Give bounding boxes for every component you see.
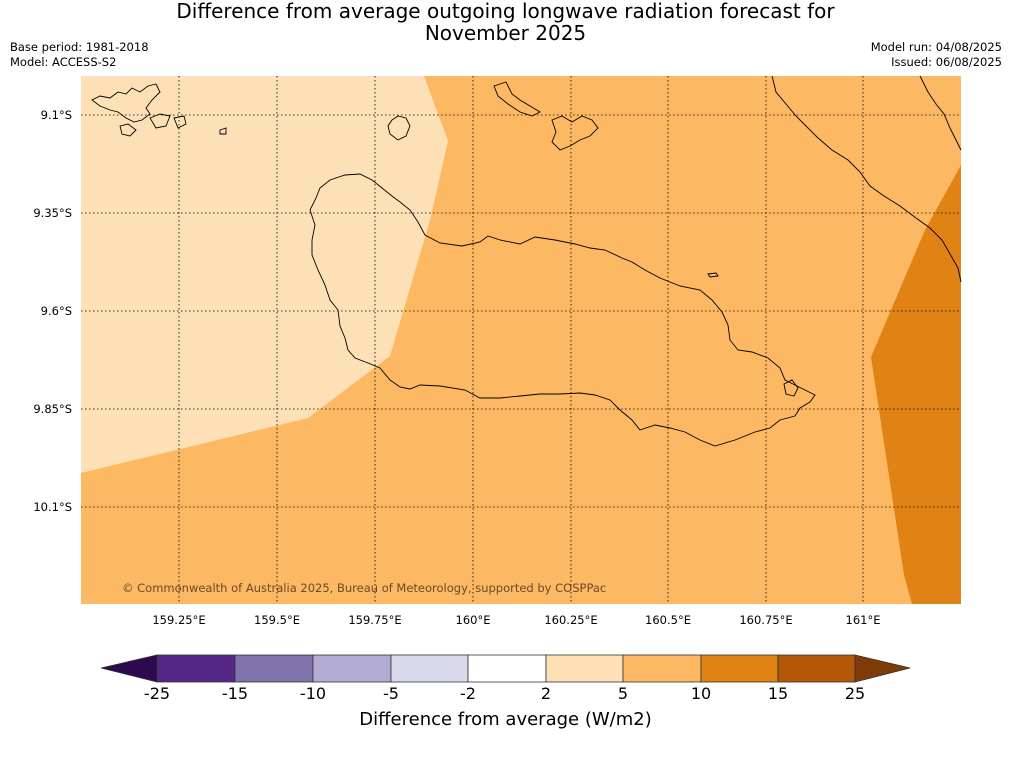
copyright-text: © Commonwealth of Australia 2025, Bureau… xyxy=(122,581,606,595)
colorbar-segment-1 xyxy=(156,654,236,683)
island-group-nw-3 xyxy=(149,113,171,129)
colorbar-segment-6 xyxy=(545,654,624,683)
lat-label: 9.6°S xyxy=(40,304,72,318)
meta-right: Model run: 04/08/2025 Issued: 06/08/2025 xyxy=(871,40,1002,70)
island-group-nw-4 xyxy=(173,115,187,129)
model-run: Model run: 04/08/2025 xyxy=(870,40,1002,54)
lat-label: 9.35°S xyxy=(33,206,72,220)
guadalcanal-coast xyxy=(309,173,816,447)
colorbar-segment-7 xyxy=(622,654,702,683)
coastlines xyxy=(91,75,962,447)
lon-label: 161°E xyxy=(845,613,881,627)
chart-title: Difference from average outgoing longwav… xyxy=(0,0,1011,44)
colorbar-label: Difference from average (W/m2) xyxy=(359,709,652,730)
island-group-nw-2 xyxy=(119,123,137,137)
issued-date: Issued: 06/08/2025 xyxy=(891,55,1002,69)
model-name: Model: ACCESS-S2 xyxy=(10,55,117,69)
lon-label: 159.75°E xyxy=(348,613,402,627)
gridlines xyxy=(81,76,961,604)
florida-islands-b xyxy=(493,81,541,117)
lon-label: 159.5°E xyxy=(254,613,300,627)
lon-label: 160°E xyxy=(455,613,491,627)
colorbar-tick: -2 xyxy=(460,684,476,703)
colorbar-tick: -5 xyxy=(383,684,399,703)
colorbar-extend-low xyxy=(100,654,158,683)
florida-islands xyxy=(551,115,599,151)
colorbar-tick: -25 xyxy=(143,684,171,703)
island-small-b xyxy=(707,272,719,278)
colorbar-tick: -10 xyxy=(299,684,327,703)
malaita-coast xyxy=(771,75,962,283)
contour-band-10-15 xyxy=(871,165,961,604)
colorbar xyxy=(100,654,911,683)
island-group-nw-5 xyxy=(219,127,227,135)
colorbar-segment-2 xyxy=(234,654,314,683)
colorbar-segment-5 xyxy=(467,654,547,683)
lat-label: 9.1°S xyxy=(40,108,72,122)
colorbar-segment-4 xyxy=(390,654,469,683)
meta-left: Base period: 1981-2018 Model: ACCESS-S2 xyxy=(10,40,149,70)
island-group-nw xyxy=(91,83,161,123)
colorbar-tick: 2 xyxy=(540,684,552,703)
contour-band-2-5 xyxy=(81,76,448,473)
lat-label: 9.85°S xyxy=(33,402,72,416)
lon-label: 159.25°E xyxy=(152,613,206,627)
title-line-2: November 2025 xyxy=(424,21,587,45)
malaita-coast-b xyxy=(919,75,962,151)
colorbar-segment-8 xyxy=(700,654,779,683)
lat-label: 10.1°S xyxy=(33,500,72,514)
title-line-1: Difference from average outgoing longwav… xyxy=(176,0,835,23)
colorbar-tick: 25 xyxy=(844,684,866,703)
island-small-a xyxy=(387,115,411,141)
colorbar-segment-3 xyxy=(312,654,392,683)
colorbar-segment-9 xyxy=(777,654,856,683)
colorbar-tick: -15 xyxy=(221,684,249,703)
base-period: Base period: 1981-2018 xyxy=(10,40,149,54)
lon-label: 160.75°E xyxy=(739,613,793,627)
colorbar-tick: 10 xyxy=(690,684,712,703)
lon-label: 160.5°E xyxy=(645,613,691,627)
colorbar-tick: 15 xyxy=(767,684,789,703)
islet-cluster-se xyxy=(783,379,799,397)
lon-label: 160.25°E xyxy=(544,613,598,627)
colorbar-extend-high xyxy=(854,654,911,683)
colorbar-tick: 5 xyxy=(617,684,629,703)
